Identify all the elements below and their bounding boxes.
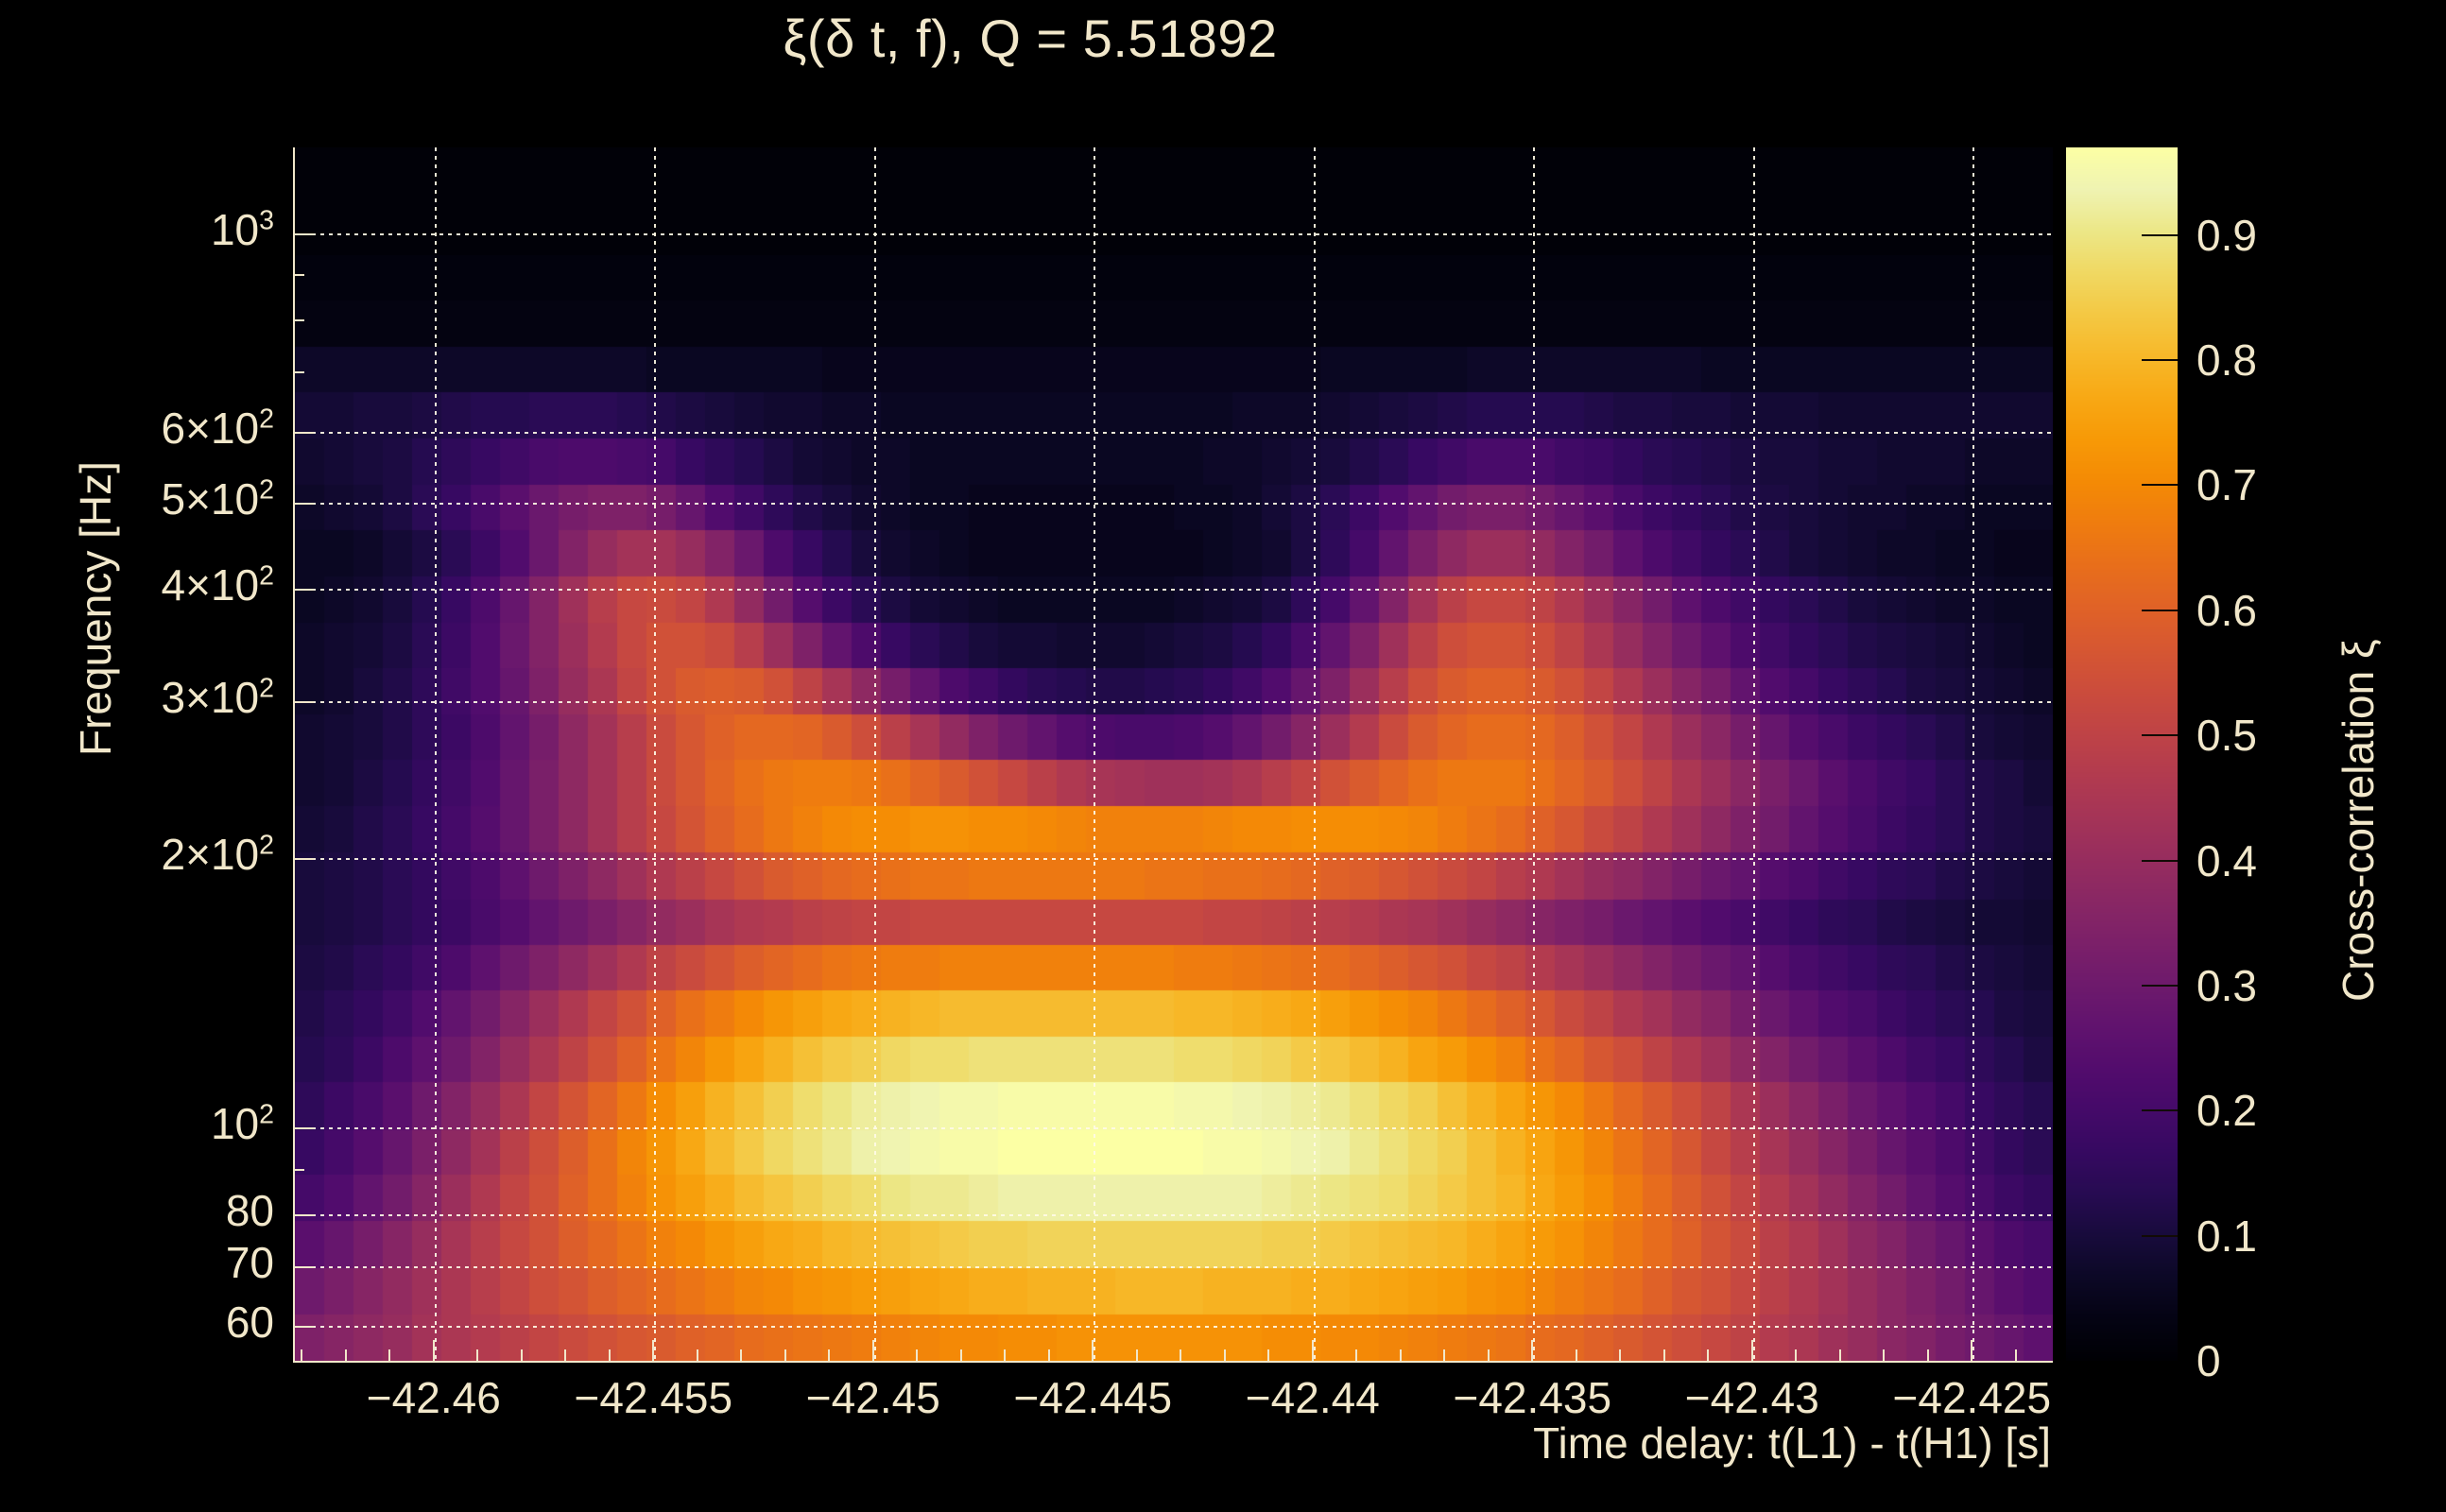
y-tick-major bbox=[293, 1265, 314, 1268]
y-tick-minor bbox=[293, 274, 304, 277]
y-tick-label: 103 bbox=[210, 204, 274, 254]
colorbar-title: Cross-correlation ξ bbox=[2334, 639, 2383, 1002]
x-tick-minor bbox=[1883, 1349, 1886, 1361]
x-tick-major bbox=[1311, 1340, 1314, 1361]
colorbar-tick-label: 0.2 bbox=[2196, 1086, 2257, 1136]
y-tick-major bbox=[293, 858, 314, 861]
x-tick-minor bbox=[476, 1349, 479, 1361]
x-tick-major bbox=[871, 1340, 874, 1361]
x-tick-minor bbox=[1926, 1349, 1929, 1361]
y-tick-major bbox=[293, 232, 314, 235]
colorbar-tick-label: 0.6 bbox=[2196, 585, 2257, 635]
y-tick-major bbox=[293, 502, 314, 505]
x-tick-label: −42.425 bbox=[1892, 1373, 2052, 1422]
y-tick-label: 102 bbox=[210, 1099, 274, 1149]
x-tick-minor bbox=[1223, 1349, 1226, 1361]
page-title: ξ(δ t, f), Q = 5.51892 bbox=[783, 9, 1278, 68]
colorbar-tick-label: 0.5 bbox=[2196, 711, 2257, 761]
y-tick-major bbox=[293, 431, 314, 434]
x-tick-minor bbox=[1047, 1349, 1050, 1361]
x-tick-minor bbox=[740, 1349, 743, 1361]
y-tick-label: 80 bbox=[225, 1185, 274, 1235]
x-tick-label: −42.43 bbox=[1684, 1373, 1819, 1422]
colorbar-tick bbox=[2142, 984, 2178, 987]
x-tick-minor bbox=[1487, 1349, 1490, 1361]
y-tick-major bbox=[293, 1213, 314, 1216]
colorbar bbox=[2066, 147, 2178, 1361]
x-tick-label: −42.44 bbox=[1245, 1373, 1380, 1422]
y-tick-minor bbox=[293, 319, 304, 322]
colorbar-tick bbox=[2142, 1234, 2178, 1237]
colorbar-tick bbox=[2142, 859, 2178, 862]
colorbar-tick-label: 0.7 bbox=[2196, 460, 2257, 510]
x-tick-major bbox=[1092, 1340, 1094, 1361]
x-tick-minor bbox=[564, 1349, 567, 1361]
x-tick-major bbox=[1971, 1340, 1973, 1361]
y-tick-label: 3×102 bbox=[161, 672, 274, 722]
x-tick-minor bbox=[1180, 1349, 1182, 1361]
colorbar-tick-label: 0.9 bbox=[2196, 210, 2257, 260]
x-tick-minor bbox=[1707, 1349, 1710, 1361]
x-tick-minor bbox=[916, 1349, 919, 1361]
colorbar-gradient bbox=[2066, 147, 2178, 1361]
colorbar-tick bbox=[2142, 233, 2178, 236]
y-tick-label: 70 bbox=[225, 1237, 274, 1287]
x-tick-label: −42.445 bbox=[1013, 1373, 1173, 1422]
colorbar-tick-label: 0.1 bbox=[2196, 1211, 2257, 1261]
y-tick-label: 6×102 bbox=[161, 403, 274, 453]
y-tick-label: 2×102 bbox=[161, 830, 274, 880]
y-tick-minor bbox=[293, 1168, 304, 1171]
colorbar-tick-label: 0 bbox=[2196, 1336, 2221, 1385]
x-tick-label: −42.435 bbox=[1453, 1373, 1612, 1422]
plot-frame bbox=[293, 147, 2053, 1363]
x-tick-minor bbox=[959, 1349, 962, 1361]
x-tick-minor bbox=[1662, 1349, 1665, 1361]
colorbar-tick-label: 0.4 bbox=[2196, 835, 2257, 885]
x-tick-minor bbox=[388, 1349, 391, 1361]
y-tick-major bbox=[293, 1326, 314, 1329]
x-tick-minor bbox=[1399, 1349, 1402, 1361]
x-tick-minor bbox=[828, 1349, 831, 1361]
x-tick-major bbox=[1531, 1340, 1534, 1361]
colorbar-tick bbox=[2142, 484, 2178, 487]
colorbar-tick-label: 0.3 bbox=[2196, 960, 2257, 1010]
x-tick-minor bbox=[1004, 1349, 1007, 1361]
y-tick-minor bbox=[293, 371, 304, 374]
x-tick-label: −42.455 bbox=[574, 1373, 733, 1422]
x-tick-major bbox=[652, 1340, 655, 1361]
colorbar-tick bbox=[2142, 734, 2178, 737]
colorbar-tick bbox=[2142, 609, 2178, 611]
x-tick-minor bbox=[784, 1349, 786, 1361]
x-tick-minor bbox=[1267, 1349, 1270, 1361]
x-tick-minor bbox=[1135, 1349, 1138, 1361]
x-tick-minor bbox=[1619, 1349, 1622, 1361]
colorbar-tick-label: 0.8 bbox=[2196, 335, 2257, 386]
y-tick-label: 5×102 bbox=[161, 473, 274, 524]
colorbar-tick bbox=[2142, 1109, 2178, 1112]
x-tick-minor bbox=[344, 1349, 347, 1361]
x-tick-major bbox=[432, 1340, 435, 1361]
x-tick-minor bbox=[1795, 1349, 1798, 1361]
x-tick-label: −42.46 bbox=[366, 1373, 501, 1422]
x-tick-minor bbox=[2014, 1349, 2017, 1361]
x-tick-minor bbox=[1443, 1349, 1446, 1361]
y-tick-label: 4×102 bbox=[161, 560, 274, 610]
x-axis-title: Time delay: t(L1) - t(H1) [s] bbox=[1533, 1418, 2051, 1468]
x-tick-minor bbox=[301, 1349, 303, 1361]
x-tick-minor bbox=[1838, 1349, 1841, 1361]
colorbar-tick bbox=[2142, 359, 2178, 362]
x-tick-minor bbox=[608, 1349, 611, 1361]
y-tick-major bbox=[293, 700, 314, 703]
x-tick-minor bbox=[520, 1349, 523, 1361]
x-tick-major bbox=[1750, 1340, 1753, 1361]
x-tick-minor bbox=[1355, 1349, 1358, 1361]
x-tick-minor bbox=[696, 1349, 698, 1361]
y-tick-major bbox=[293, 589, 314, 592]
heatmap-image bbox=[295, 147, 2053, 1361]
x-tick-minor bbox=[1575, 1349, 1577, 1361]
y-tick-major bbox=[293, 1127, 314, 1130]
x-tick-label: −42.45 bbox=[805, 1373, 940, 1422]
y-tick-label: 60 bbox=[225, 1297, 274, 1348]
